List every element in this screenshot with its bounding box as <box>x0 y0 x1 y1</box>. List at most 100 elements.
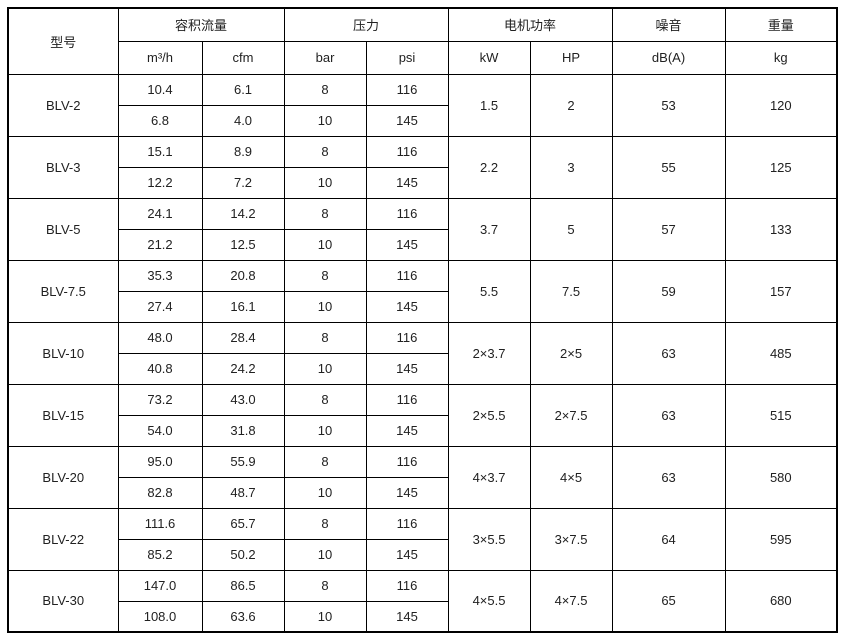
model-cell: BLV-7.5 <box>7 259 119 323</box>
cell-psi-10: 145 <box>365 414 449 447</box>
cell-cfm-10bar: 12.5 <box>201 228 285 261</box>
cell-cfm-8bar: 55.9 <box>201 445 285 478</box>
cell-m3h-8bar: 147.0 <box>117 569 203 602</box>
header-unit-bar: bar <box>283 40 367 75</box>
cell-bar-8: 8 <box>283 383 367 416</box>
table-row: BLV-20 95.0 55.9 8 116 4×3.7 4×5 63 580 <box>7 445 838 509</box>
cell-hp: 7.5 <box>529 259 613 323</box>
table-row: 54.0 31.8 10 145 <box>8 414 837 447</box>
cell-psi-10: 145 <box>365 104 449 137</box>
cell-cfm-8bar: 20.8 <box>201 259 285 292</box>
model-cell: BLV-10 <box>7 321 119 385</box>
header-weight: 重量 <box>724 7 838 42</box>
cell-bar-10: 10 <box>283 414 367 447</box>
cell-psi-8: 116 <box>365 321 449 354</box>
cell-m3h-10bar: 54.0 <box>117 414 203 447</box>
table-row: BLV-5 24.1 14.2 8 116 3.7 5 57 133 <box>7 197 838 261</box>
cell-dba: 57 <box>611 197 726 261</box>
table-row: BLV-30 147.0 86.5 8 116 4×5.5 4×7.5 65 6… <box>7 569 838 633</box>
cell-kg: 133 <box>724 197 838 261</box>
cell-cfm-10bar: 7.2 <box>201 166 285 199</box>
model-cell: BLV-22 <box>7 507 119 571</box>
cell-cfm-10bar: 24.2 <box>201 352 285 385</box>
table-row: BLV-10 48.0 28.4 8 116 2×3.7 2×5 63 485 <box>7 321 838 385</box>
cell-dba: 63 <box>611 445 726 509</box>
cell-hp: 2×7.5 <box>529 383 613 447</box>
table-row: 21.2 12.5 10 145 <box>8 228 837 261</box>
cell-bar-10: 10 <box>283 538 367 571</box>
cell-psi-10: 145 <box>365 538 449 571</box>
cell-psi-8: 116 <box>365 259 449 292</box>
cell-bar-10: 10 <box>283 104 367 137</box>
cell-m3h-10bar: 6.8 <box>117 104 203 137</box>
table-row: 82.8 48.7 10 145 <box>8 476 837 509</box>
cell-kw: 2×3.7 <box>447 321 531 385</box>
spec-table-body: BLV-2 10.4 6.1 8 116 1.5 2 53 120 6.8 4.… <box>7 73 838 633</box>
cell-dba: 65 <box>611 569 726 633</box>
cell-kw: 4×3.7 <box>447 445 531 509</box>
model-cell: BLV-30 <box>7 569 119 633</box>
header-flow: 容积流量 <box>117 7 285 42</box>
cell-cfm-8bar: 65.7 <box>201 507 285 540</box>
cell-cfm-10bar: 63.6 <box>201 600 285 633</box>
cell-psi-10: 145 <box>365 228 449 261</box>
cell-dba: 63 <box>611 321 726 385</box>
cell-dba: 59 <box>611 259 726 323</box>
model-cell: BLV-5 <box>7 197 119 261</box>
table-row: BLV-22 111.6 65.7 8 116 3×5.5 3×7.5 64 5… <box>7 507 838 571</box>
cell-m3h-8bar: 15.1 <box>117 135 203 168</box>
cell-kg: 515 <box>724 383 838 447</box>
header-unit-m3h: m³/h <box>117 40 203 75</box>
cell-hp: 3×7.5 <box>529 507 613 571</box>
cell-bar-10: 10 <box>283 228 367 261</box>
cell-kw: 2×5.5 <box>447 383 531 447</box>
cell-m3h-8bar: 35.3 <box>117 259 203 292</box>
cell-bar-8: 8 <box>283 197 367 230</box>
cell-bar-10: 10 <box>283 476 367 509</box>
cell-m3h-8bar: 10.4 <box>117 73 203 106</box>
table-row: BLV-15 73.2 43.0 8 116 2×5.5 2×7.5 63 51… <box>7 383 838 447</box>
cell-kg: 595 <box>724 507 838 571</box>
header-row-groups: 型号 容积流量 压力 电机功率 噪音 重量 <box>7 7 838 75</box>
model-cell: BLV-3 <box>7 135 119 199</box>
cell-m3h-10bar: 82.8 <box>117 476 203 509</box>
cell-kw: 1.5 <box>447 73 531 137</box>
cell-cfm-10bar: 4.0 <box>201 104 285 137</box>
cell-cfm-10bar: 31.8 <box>201 414 285 447</box>
table-row: 6.8 4.0 10 145 <box>8 104 837 137</box>
cell-cfm-10bar: 48.7 <box>201 476 285 509</box>
header-unit-hp: HP <box>529 40 613 75</box>
cell-bar-10: 10 <box>283 600 367 633</box>
cell-cfm-8bar: 8.9 <box>201 135 285 168</box>
cell-m3h-10bar: 108.0 <box>117 600 203 633</box>
cell-m3h-10bar: 27.4 <box>117 290 203 323</box>
cell-psi-10: 145 <box>365 600 449 633</box>
cell-m3h-10bar: 21.2 <box>117 228 203 261</box>
cell-psi-10: 145 <box>365 290 449 323</box>
cell-dba: 53 <box>611 73 726 137</box>
cell-kg: 580 <box>724 445 838 509</box>
cell-m3h-10bar: 12.2 <box>117 166 203 199</box>
cell-cfm-8bar: 6.1 <box>201 73 285 106</box>
cell-psi-8: 116 <box>365 73 449 106</box>
cell-bar-8: 8 <box>283 73 367 106</box>
table-row: BLV-2 10.4 6.1 8 116 1.5 2 53 120 <box>7 73 838 137</box>
table-row: BLV-3 15.1 8.9 8 116 2.2 3 55 125 <box>7 135 838 199</box>
cell-bar-10: 10 <box>283 290 367 323</box>
cell-kw: 3×5.5 <box>447 507 531 571</box>
cell-dba: 55 <box>611 135 726 199</box>
cell-m3h-8bar: 24.1 <box>117 197 203 230</box>
table-row: 108.0 63.6 10 145 <box>8 600 837 633</box>
spec-table-header: 型号 容积流量 压力 电机功率 噪音 重量 m³/h cfm bar psi k… <box>7 7 838 75</box>
table-row: 40.8 24.2 10 145 <box>8 352 837 385</box>
cell-kg: 125 <box>724 135 838 199</box>
cell-psi-10: 145 <box>365 352 449 385</box>
cell-m3h-10bar: 85.2 <box>117 538 203 571</box>
cell-m3h-8bar: 111.6 <box>117 507 203 540</box>
cell-psi-10: 145 <box>365 166 449 199</box>
cell-cfm-8bar: 14.2 <box>201 197 285 230</box>
cell-dba: 64 <box>611 507 726 571</box>
cell-bar-10: 10 <box>283 166 367 199</box>
cell-psi-8: 116 <box>365 383 449 416</box>
